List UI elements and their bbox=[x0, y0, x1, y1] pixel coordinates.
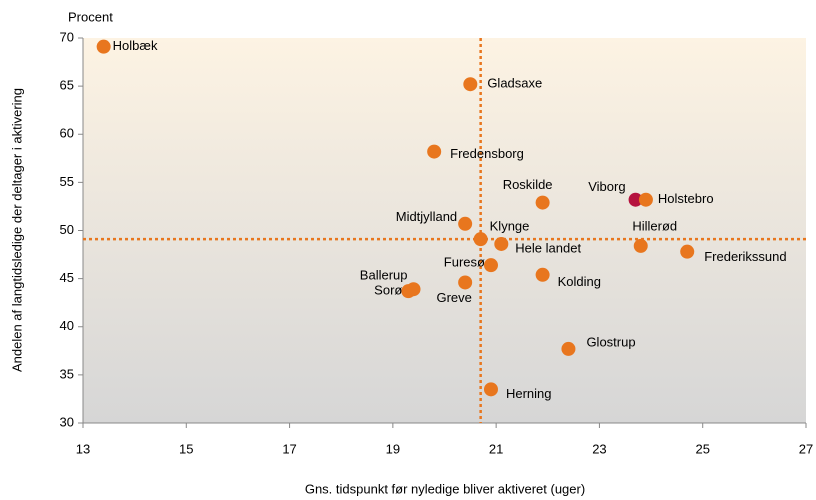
y-tick-label: 55 bbox=[60, 174, 74, 189]
y-tick-label: 30 bbox=[60, 414, 74, 429]
point bbox=[633, 238, 648, 253]
x-tick-label: 13 bbox=[76, 441, 90, 456]
point bbox=[458, 275, 473, 290]
x-tick-label: 17 bbox=[282, 441, 296, 456]
point-label: Furesø bbox=[444, 255, 485, 270]
x-tick-label: 21 bbox=[489, 441, 503, 456]
point-label: Midtjylland bbox=[396, 209, 457, 224]
y-tick-label: 40 bbox=[60, 318, 74, 333]
y-tick-label: 50 bbox=[60, 222, 74, 237]
point bbox=[473, 232, 488, 247]
point-label: Frederikssund bbox=[704, 249, 786, 264]
point bbox=[535, 267, 550, 282]
point bbox=[483, 258, 498, 273]
point bbox=[535, 195, 550, 210]
point-label: Ballerup bbox=[360, 268, 408, 283]
point-label: Viborg bbox=[588, 179, 625, 194]
x-tick-label: 25 bbox=[695, 441, 709, 456]
point-label: Holstebro bbox=[658, 191, 714, 206]
y-tick-label: 60 bbox=[60, 126, 74, 141]
point-label: Hele landet bbox=[515, 240, 581, 255]
point-label: Holbæk bbox=[113, 38, 158, 53]
point bbox=[96, 39, 111, 54]
x-tick-label: 15 bbox=[179, 441, 193, 456]
point-label: Hillerød bbox=[632, 218, 677, 233]
x-tick-label: 23 bbox=[592, 441, 606, 456]
y-axis-title: Andelen af langtidsledige der deltager i… bbox=[9, 88, 24, 372]
x-tick-label: 27 bbox=[799, 441, 813, 456]
y-unit-label: Procent bbox=[68, 9, 113, 24]
x-axis-title: Gns. tidspunkt før nyledige bliver aktiv… bbox=[305, 481, 585, 496]
point bbox=[458, 216, 473, 231]
point-label: Klynge bbox=[490, 219, 530, 234]
plot-area bbox=[83, 38, 806, 423]
point bbox=[427, 144, 442, 159]
point-label: Glostrup bbox=[586, 334, 635, 349]
y-tick-label: 35 bbox=[60, 366, 74, 381]
point-label: Fredensborg bbox=[450, 146, 524, 161]
point bbox=[561, 341, 576, 356]
point-label: Roskilde bbox=[503, 177, 553, 192]
point bbox=[401, 284, 416, 299]
y-tick-label: 70 bbox=[60, 29, 74, 44]
point-label: Gladsaxe bbox=[487, 76, 542, 91]
point-label: Sorø bbox=[374, 283, 402, 298]
point bbox=[638, 192, 653, 207]
point bbox=[628, 192, 643, 207]
y-tick-label: 65 bbox=[60, 78, 74, 93]
point bbox=[494, 236, 509, 251]
point-label: Kolding bbox=[558, 274, 601, 289]
point bbox=[680, 244, 695, 259]
y-tick-label: 45 bbox=[60, 270, 74, 285]
point-label: Herning bbox=[506, 386, 552, 401]
x-tick-label: 19 bbox=[386, 441, 400, 456]
point bbox=[483, 382, 498, 397]
point-label: Greve bbox=[436, 290, 471, 305]
point bbox=[463, 77, 478, 92]
